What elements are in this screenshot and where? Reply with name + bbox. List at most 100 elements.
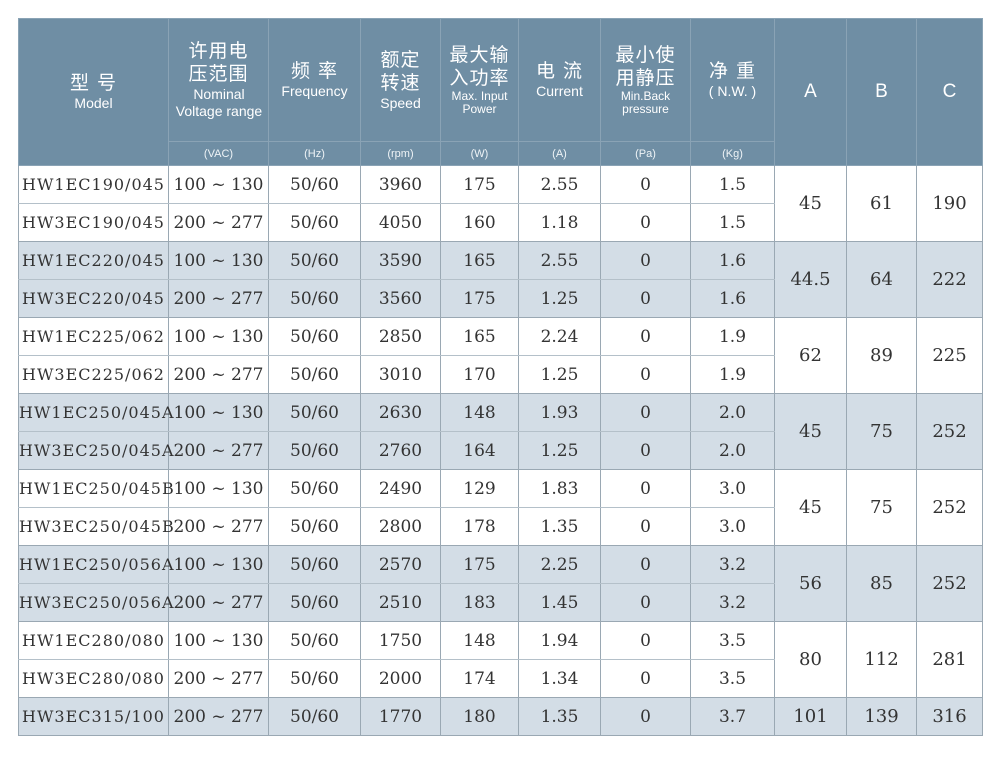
cell-current: 1.18	[518, 203, 601, 242]
cell-power: 165	[440, 317, 519, 356]
cell-pressure: 0	[600, 203, 691, 242]
cell-voltage: 200 ~ 277	[168, 203, 269, 242]
cell-frequency: 50/60	[268, 203, 361, 242]
header-model: 型 号 Model	[18, 18, 169, 166]
cell-current: 2.25	[518, 545, 601, 584]
cell-power: 165	[440, 241, 519, 280]
cell-frequency: 50/60	[268, 165, 361, 204]
cell-voltage: 200 ~ 277	[168, 431, 269, 470]
cell-power: 178	[440, 507, 519, 546]
unit-voltage: (VAC)	[168, 141, 269, 166]
header-speed-en: Speed	[380, 94, 421, 111]
cell-current: 1.83	[518, 469, 601, 508]
cell-pressure: 0	[600, 431, 691, 470]
cell-model: HW3EC250/056A	[18, 583, 174, 622]
cell-weight: 1.9	[690, 317, 775, 356]
cell-speed: 2800	[360, 507, 441, 546]
header-speed: 额定转速 Speed	[360, 18, 441, 142]
cell-speed: 2000	[360, 659, 441, 698]
cell-dim-b: 75	[846, 469, 917, 546]
cell-frequency: 50/60	[268, 241, 361, 280]
cell-pressure: 0	[600, 621, 691, 660]
unit-frequency: (Hz)	[268, 141, 361, 166]
cell-current: 2.55	[518, 241, 601, 280]
unit-power: (W)	[440, 141, 519, 166]
table-row: HW1EC250/045A 100 ~ 130 50/60 2630 148 1.93 0 2…	[18, 393, 983, 470]
cell-frequency: 50/60	[268, 355, 361, 394]
cell-voltage: 100 ~ 130	[168, 621, 269, 660]
cell-speed: 3960	[360, 165, 441, 204]
cell-pressure: 0	[600, 355, 691, 394]
unit-current: (A)	[518, 141, 601, 166]
cell-voltage: 100 ~ 130	[168, 165, 269, 204]
cell-voltage: 200 ~ 277	[168, 659, 269, 698]
cell-frequency: 50/60	[268, 507, 361, 546]
cell-voltage: 200 ~ 277	[168, 279, 269, 318]
cell-model: HW1EC250/045B	[18, 469, 174, 508]
cell-dim-c: 222	[916, 241, 983, 318]
cell-pressure: 0	[600, 659, 691, 698]
cell-dim-a: 45	[774, 393, 847, 470]
table-row: HW3EC220/045 200 ~ 277 50/60 3560 175 1.25 0 1.…	[18, 279, 983, 318]
header-voltage-zh: 许用电压范围	[188, 40, 249, 85]
cell-weight: 2.0	[690, 431, 775, 470]
table-row: HW1EC250/056A 100 ~ 130 50/60 2570 175 2.25 0 3…	[18, 545, 983, 622]
header-voltage-en: Nominal Voltage range	[175, 86, 263, 119]
cell-dim-c: 252	[916, 393, 983, 470]
header-pressure-zh: 最小使用静压	[615, 44, 676, 89]
cell-weight: 1.5	[690, 203, 775, 242]
cell-power: 175	[440, 545, 519, 584]
cell-speed: 4050	[360, 203, 441, 242]
cell-model: HW3EC315/100	[18, 697, 169, 736]
cell-frequency: 50/60	[268, 583, 361, 622]
cell-power: 175	[440, 165, 519, 204]
unit-row: (VAC) (Hz) (rpm) (W) (A) (Pa) (Kg)	[19, 141, 983, 166]
header-dim-c: C	[916, 18, 983, 166]
cell-frequency: 50/60	[268, 317, 361, 356]
cell-model: HW1EC250/045A	[18, 393, 174, 432]
cell-pressure: 0	[600, 545, 691, 584]
cell-weight: 3.7	[690, 697, 775, 736]
header-weight: 净 重 ( N.W. )	[690, 18, 775, 142]
header-speed-zh: 额定转速	[380, 48, 421, 94]
table-row: HW3EC280/080 200 ~ 277 50/60 2000 174 1.34 0 3.…	[18, 659, 983, 698]
cell-voltage: 200 ~ 277	[168, 507, 269, 546]
cell-voltage: 100 ~ 130	[168, 317, 269, 356]
table-row: HW1EC225/062 100 ~ 130 50/60 2850 165 2.24 0 1.…	[18, 317, 983, 394]
header-model-zh: 型 号	[69, 72, 118, 94]
cell-pressure: 0	[600, 165, 691, 204]
cell-weight: 3.2	[690, 545, 775, 584]
cell-current: 1.35	[518, 507, 601, 546]
cell-frequency: 50/60	[268, 659, 361, 698]
cell-weight: 3.5	[690, 659, 775, 698]
cell-dim-b: 75	[846, 393, 917, 470]
fan-spec-table: 型 号 Model 许用电压范围 Nominal Voltage range 频…	[18, 18, 983, 736]
cell-weight: 1.5	[690, 165, 775, 204]
cell-model: HW3EC225/062	[18, 355, 169, 394]
cell-voltage: 100 ~ 130	[168, 393, 269, 432]
cell-dim-c: 316	[916, 697, 983, 736]
cell-speed: 2850	[360, 317, 441, 356]
cell-weight: 3.0	[690, 507, 775, 546]
header-frequency-en: Frequency	[281, 83, 348, 99]
cell-speed: 2510	[360, 583, 441, 622]
cell-frequency: 50/60	[268, 279, 361, 318]
cell-power: 164	[440, 431, 519, 470]
cell-weight: 1.6	[690, 241, 775, 280]
cell-frequency: 50/60	[268, 697, 361, 736]
cell-dim-b: 85	[846, 545, 917, 622]
header-model-en: Model	[74, 95, 113, 111]
cell-speed: 1770	[360, 697, 441, 736]
cell-power: 148	[440, 393, 519, 432]
cell-pressure: 0	[600, 507, 691, 546]
cell-dim-a: 45	[774, 165, 847, 242]
header-current: 电 流 Current	[518, 18, 601, 142]
cell-model: HW3EC250/045B	[18, 507, 174, 546]
cell-weight: 2.0	[690, 393, 775, 432]
cell-current: 1.45	[518, 583, 601, 622]
cell-power: 148	[440, 621, 519, 660]
cell-dim-a: 80	[774, 621, 847, 698]
cell-model: HW3EC220/045	[18, 279, 169, 318]
cell-model: HW3EC190/045	[18, 203, 169, 242]
table-row: HW3EC315/100 200 ~ 277 50/60 1770 180 1.35 0 3.…	[18, 697, 983, 736]
